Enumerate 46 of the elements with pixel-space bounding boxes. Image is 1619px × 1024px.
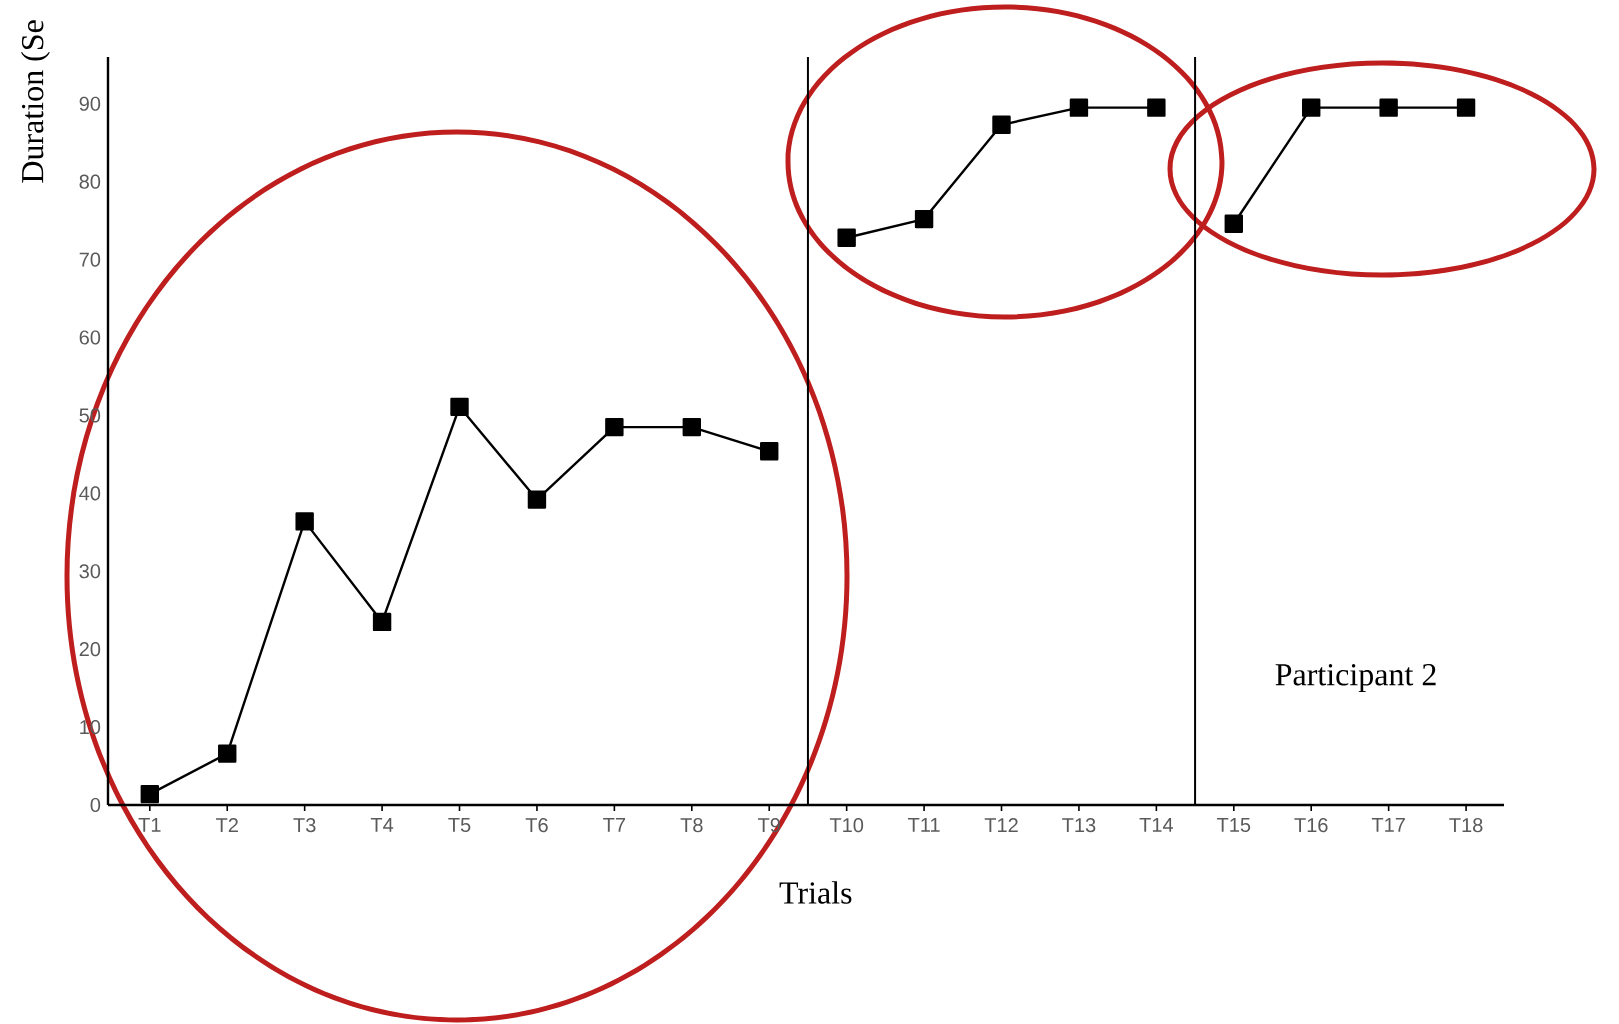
x-tick-label: T8	[680, 818, 703, 833]
x-tick-label: T13	[1062, 818, 1096, 833]
x-tick-label: T5	[448, 818, 471, 833]
y-axis-title: Duration (Se	[20, 20, 50, 183]
x-tick-label: T6	[525, 818, 548, 833]
point	[605, 417, 624, 437]
point	[527, 490, 547, 509]
x-tick-label: T15	[1217, 818, 1251, 833]
point	[372, 612, 392, 632]
y-tick-label: 20	[79, 642, 101, 657]
x-tick-label: T4	[370, 818, 394, 832]
point	[992, 115, 1011, 134]
x-tick-label: T2	[216, 818, 238, 833]
y-tick-label: 90	[79, 96, 101, 111]
x-tick-label: T18	[1449, 818, 1483, 833]
y-tick-label: 40	[79, 486, 101, 501]
point	[1069, 98, 1089, 117]
y-tick-label: 60	[79, 330, 101, 345]
x-tick-label: T3	[293, 818, 316, 833]
point	[140, 784, 160, 804]
point	[837, 228, 856, 247]
x-tick-label: T14	[1139, 818, 1174, 832]
x-tick-label: T10	[829, 818, 864, 833]
point	[218, 744, 237, 763]
y-tick-label: 0	[90, 797, 101, 813]
point	[450, 397, 469, 417]
point	[1302, 98, 1321, 117]
y-tick-label: 80	[79, 174, 101, 189]
annotation: Participant 2	[1275, 664, 1436, 692]
point	[1224, 214, 1243, 233]
point	[295, 512, 314, 531]
x-tick-label: T11	[908, 818, 940, 832]
point	[1147, 98, 1166, 117]
y-tick-label: 70	[79, 252, 101, 267]
x-tick-label: T7	[603, 818, 626, 832]
x-tick-label: T16	[1294, 818, 1328, 833]
x-tick-label: T12	[984, 818, 1018, 833]
x-axis-title: Trials	[779, 881, 852, 904]
point	[1379, 98, 1398, 117]
point	[760, 442, 779, 461]
point	[682, 417, 701, 437]
x-tick-label: T1	[138, 818, 161, 832]
x-tick-label: T17	[1371, 818, 1405, 832]
y-tick-label: 30	[79, 564, 101, 579]
point	[1456, 98, 1476, 117]
point	[914, 209, 934, 229]
